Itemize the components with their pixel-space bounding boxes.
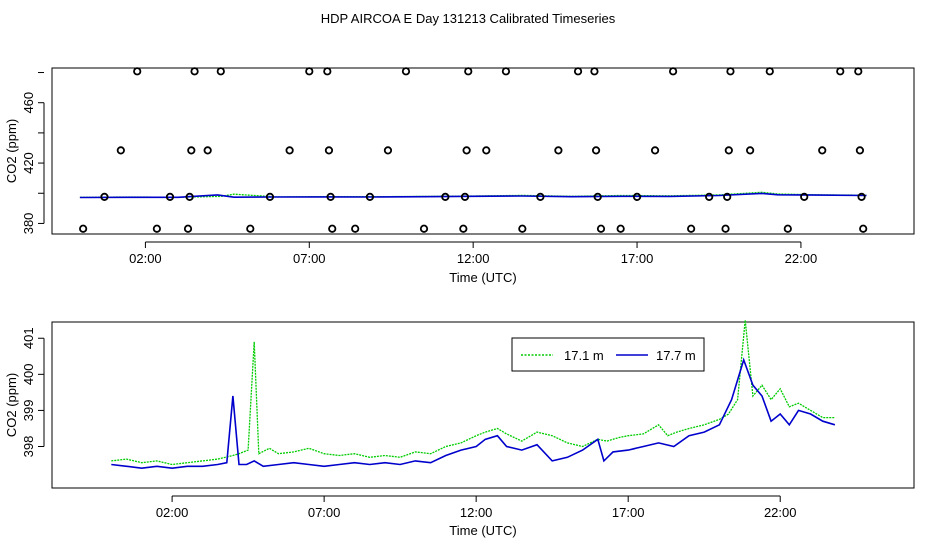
top-scatter-point-58	[857, 192, 866, 201]
top-y-tick-label-380: 380	[21, 213, 36, 235]
top-scatter-point-28	[462, 146, 471, 155]
top-scatter-point-1	[100, 192, 109, 201]
top-scatter-point-47	[723, 192, 732, 201]
top-scatter-point-22	[383, 146, 393, 155]
top-y-tick-label-420: 420	[21, 152, 36, 174]
top-scatter-point-48	[724, 146, 733, 155]
top-scatter-point-3	[133, 67, 142, 76]
top-scatter-point-52	[783, 224, 792, 233]
bottom-x-tick-label-07-00: 07:00	[308, 505, 341, 520]
top-scatter-point-2	[116, 146, 125, 155]
top-scatter-point-5	[165, 192, 175, 201]
top-scatter-point-44	[687, 224, 696, 233]
top-scatter-point-54	[818, 146, 827, 155]
bottom-y-axis: 398 399 400 401	[21, 327, 45, 458]
top-x-tick-label-07-00: 07:00	[293, 251, 326, 266]
top-scatter-point-51	[765, 67, 774, 76]
top-x-axis: 02:00 07:00 12:00 17:00 22:00	[129, 241, 818, 266]
top-panel: 02:00 07:00 12:00 17:00 22:00 380 420 460 Time…	[4, 67, 915, 285]
top-scatter-point-30	[482, 146, 491, 155]
top-scatter-point-19	[328, 224, 337, 233]
top-y-tick-label-460: 460	[21, 92, 36, 114]
top-scatter-point-33	[536, 192, 545, 201]
top-scatter-point-43	[668, 67, 678, 76]
bottom-x-tick-label-22-00: 22:00	[764, 505, 797, 520]
bottom-x-tick-label-17-00: 17:00	[612, 505, 645, 520]
bottom-series-line-17-7-m	[111, 357, 836, 470]
legend-label-17-1m: 17.1 m	[564, 348, 604, 363]
top-scatter-point-15	[305, 67, 314, 76]
top-scatter-point-21	[365, 192, 375, 201]
top-scatter-point-27	[459, 224, 468, 233]
bottom-x-axis-label: Time (UTC)	[449, 523, 516, 538]
top-scatter-point-11	[216, 67, 225, 76]
top-x-tick-label-12-00: 12:00	[457, 251, 490, 266]
top-scatter-point-34	[554, 146, 563, 155]
top-scatter-point-26	[460, 192, 470, 201]
top-scatter-point-56	[854, 67, 863, 76]
top-scatter-point-50	[746, 146, 755, 155]
top-scatter-point-17	[324, 146, 334, 155]
top-scatter-point-31	[501, 67, 511, 76]
top-y-axis: 380 420 460	[21, 72, 45, 235]
top-scatter-point-36	[590, 67, 599, 76]
top-scatter-point-42	[650, 146, 660, 155]
top-scatter-point-6	[183, 224, 193, 233]
top-scatter-point-38	[593, 192, 602, 201]
bottom-plot-frame	[51, 321, 915, 489]
top-scatter-point-46	[721, 224, 730, 233]
top-scatter-point-12	[246, 224, 255, 233]
top-scatter-point-24	[419, 224, 429, 233]
top-plot-data	[79, 67, 868, 233]
top-scatter-point-14	[285, 146, 294, 155]
bottom-y-tick-label-400: 400	[21, 363, 36, 385]
top-scatter-point-57	[855, 146, 865, 155]
top-scatter-point-55	[836, 67, 845, 76]
legend-label-17-7m: 17.7 m	[656, 348, 696, 363]
top-x-tick-label-22-00: 22:00	[785, 251, 818, 266]
top-scatter-point-45	[705, 192, 714, 201]
top-scatter-point-41	[632, 192, 642, 201]
top-scatter-point-25	[441, 192, 450, 201]
top-scatter-point-13	[265, 192, 275, 201]
bottom-x-tick-label-02-00: 02:00	[156, 505, 189, 520]
top-x-tick-label-17-00: 17:00	[621, 251, 654, 266]
top-scatter-point-40	[616, 224, 625, 233]
top-scatter-point-37	[591, 146, 601, 155]
top-series-line-series-1	[79, 192, 867, 199]
top-scatter-point-16	[323, 67, 332, 76]
top-scatter-point-7	[185, 192, 194, 201]
bottom-y-axis-label: CO2 (ppm)	[4, 373, 19, 437]
top-x-axis-label: Time (UTC)	[449, 270, 516, 285]
top-scatter-point-49	[726, 67, 735, 76]
top-scatter-point-39	[596, 224, 606, 233]
top-scatter-point-53	[800, 192, 809, 201]
bottom-x-tick-label-12-00: 12:00	[460, 505, 493, 520]
bottom-x-axis: 02:00 07:00 12:00 17:00 22:00	[156, 495, 797, 520]
top-scatter-point-20	[351, 224, 360, 233]
bottom-y-tick-label-401: 401	[21, 327, 36, 349]
legend: 17.1 m 17.7 m	[511, 337, 705, 372]
top-y-axis-label: CO2 (ppm)	[4, 119, 19, 183]
bottom-y-tick-label-399: 399	[21, 400, 36, 422]
top-scatter-point-23	[401, 67, 411, 76]
bottom-plot-data	[111, 320, 836, 470]
top-scatter-point-18	[326, 192, 335, 201]
bottom-series-line-17-1-m	[111, 320, 835, 466]
top-scatter-point-35	[573, 67, 583, 76]
top-scatter-point-32	[518, 224, 527, 233]
top-x-tick-label-02-00: 02:00	[129, 251, 162, 266]
top-scatter-point-9	[190, 67, 199, 76]
bottom-y-tick-label-398: 398	[21, 436, 36, 458]
top-scatter-point-0	[79, 224, 88, 233]
top-scatter-point-8	[187, 146, 196, 155]
bottom-panel: 02:00 07:00 12:00 17:00 22:00 398 399 400 401 T…	[4, 320, 915, 538]
top-scatter-point-29	[464, 67, 473, 76]
top-scatter-point-4	[152, 224, 161, 233]
top-plot-frame	[51, 67, 915, 235]
figure-title: HDP AIRCOA E Day 131213 Calibrated Times…	[321, 11, 616, 26]
top-scatter-point-59	[859, 224, 868, 233]
top-scatter-point-10	[203, 146, 212, 155]
